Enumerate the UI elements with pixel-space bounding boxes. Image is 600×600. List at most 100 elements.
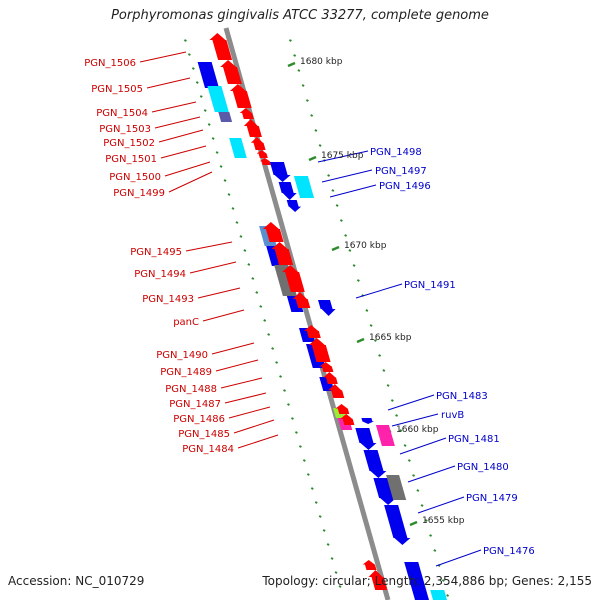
track-dot (275, 361, 279, 364)
gene-label-pgn-1494[interactable]: PGN_1494 (134, 269, 186, 280)
gene-arrow (293, 176, 315, 198)
gene-arrow (323, 372, 338, 384)
gene-label-pgn-1501[interactable]: PGN_1501 (105, 154, 157, 165)
track-dot (369, 324, 373, 327)
track-dot (191, 67, 195, 70)
track-dot (302, 459, 306, 462)
track-dot (416, 489, 420, 492)
gene-arrow (304, 325, 321, 338)
gene-label-pgn-1476[interactable]: PGN_1476 (483, 546, 535, 557)
gene-arrow (243, 119, 262, 137)
gene-label-pgn-1483[interactable]: PGN_1483 (436, 391, 488, 402)
gene-label-pgn-1491[interactable]: PGN_1491 (404, 280, 456, 291)
leader-line (168, 171, 213, 193)
track-dot (348, 249, 352, 252)
track-dot (219, 165, 223, 168)
track-dot (243, 249, 247, 252)
gene-label-ruvb[interactable]: ruvB (441, 410, 464, 421)
gene-arrow (308, 338, 331, 362)
gene-arrow (373, 478, 397, 505)
track-dot (339, 219, 343, 222)
track-dot (420, 504, 424, 507)
leader-line (321, 169, 373, 183)
track-dot (407, 459, 411, 462)
gene-label-pgn-1503[interactable]: PGN_1503 (99, 124, 151, 135)
kbp-label-1670: 1670 kbp (344, 241, 387, 251)
gene-arrow (286, 200, 302, 212)
track-dot (314, 129, 318, 132)
track-dot (314, 501, 318, 504)
gene-label-pgn-1506[interactable]: PGN_1506 (84, 58, 136, 69)
track-dot (293, 54, 297, 57)
track-dot (334, 571, 338, 574)
gene-label-pgn-1487[interactable]: PGN_1487 (169, 399, 221, 410)
gene-label-pgn-1489[interactable]: PGN_1489 (160, 367, 212, 378)
kbp-label-1660: 1660 kbp (396, 425, 439, 435)
gene-label-pgn-1486[interactable]: PGN_1486 (173, 414, 225, 425)
leader-line (160, 145, 207, 159)
leader-line (224, 392, 267, 404)
track-dot (207, 123, 211, 126)
accession-text: Accession: NC_010729 (8, 574, 145, 588)
gene-label-pgn-1500[interactable]: PGN_1500 (109, 172, 161, 183)
gene-label-pgn-1480[interactable]: PGN_1480 (457, 462, 509, 473)
track-dot (271, 347, 275, 350)
gene-arrow (218, 112, 233, 122)
leader-line (211, 342, 255, 355)
gene-label-pgn-1502[interactable]: PGN_1502 (103, 138, 155, 149)
gene-label-pgn-1496[interactable]: PGN_1496 (379, 181, 431, 192)
gene-arrow (404, 562, 429, 600)
gene-label-pgn-1485[interactable]: PGN_1485 (178, 429, 230, 440)
track-dot (326, 543, 330, 546)
gene-label-pgn-1493[interactable]: PGN_1493 (142, 294, 194, 305)
track-dot (378, 354, 382, 357)
track-dot (433, 549, 437, 552)
track-dot (263, 319, 267, 322)
gene-label-pgn-1484[interactable]: PGN_1484 (182, 444, 234, 455)
gene-arrow (363, 450, 387, 478)
track-dot (291, 417, 294, 420)
leader-line (146, 77, 191, 89)
track-dot (331, 189, 335, 192)
track-dot (215, 151, 219, 154)
gene-label-pgn-1479[interactable]: PGN_1479 (466, 493, 518, 504)
gene-label-pgn-1488[interactable]: PGN_1488 (165, 384, 217, 395)
gene-label-pgn-1505[interactable]: PGN_1505 (91, 84, 143, 95)
leader-line (233, 419, 275, 434)
kbp-tick (287, 61, 296, 68)
gene-label-pgn-1495[interactable]: PGN_1495 (130, 247, 182, 258)
gene-arrow (362, 560, 377, 570)
gene-label-pgn-1497[interactable]: PGN_1497 (375, 166, 427, 177)
track-dot (287, 403, 290, 406)
leader-line (189, 261, 237, 274)
track-dot (199, 95, 203, 98)
track-dot (203, 109, 207, 112)
track-dot (318, 144, 322, 147)
track-dot (305, 99, 309, 102)
leader-line (202, 309, 245, 322)
leader-line (237, 434, 279, 449)
gene-label-pgn-1504[interactable]: PGN_1504 (96, 108, 148, 119)
track-dot (310, 487, 314, 490)
leader-line (329, 184, 377, 198)
track-dot (301, 84, 305, 87)
gene-arrow (328, 384, 345, 398)
gene-label-pgn-1499[interactable]: PGN_1499 (113, 188, 165, 199)
gene-arrow (292, 292, 311, 308)
track-dot (330, 557, 334, 560)
gene-label-pgn-1490[interactable]: PGN_1490 (156, 350, 208, 361)
track-dot (283, 389, 286, 392)
track-dot (195, 81, 199, 84)
gene-arrow (207, 86, 229, 112)
track-dot (356, 279, 360, 282)
gene-label-panc[interactable]: panC (173, 317, 199, 328)
track-dot (390, 399, 394, 402)
leader-line (228, 406, 271, 419)
track-dot (424, 519, 428, 522)
gene-label-pgn-1481[interactable]: PGN_1481 (448, 434, 500, 445)
track-dot (231, 207, 235, 210)
track-dot (279, 375, 283, 378)
gene-label-pgn-1498[interactable]: PGN_1498 (370, 147, 422, 158)
track-dot (298, 445, 302, 448)
